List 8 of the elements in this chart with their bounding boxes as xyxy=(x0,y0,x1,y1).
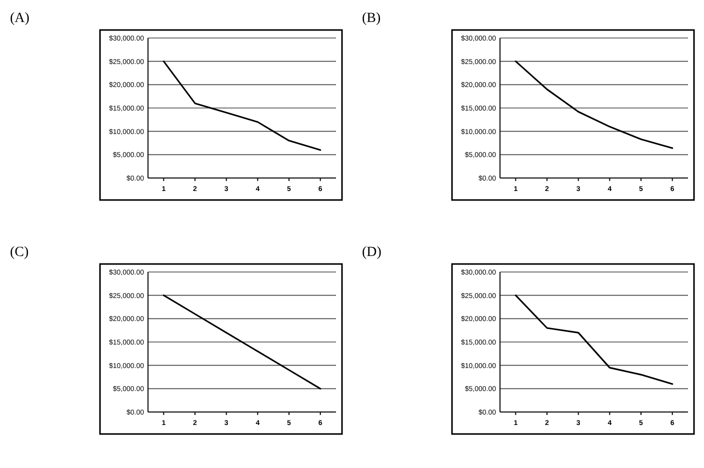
text: (D) xyxy=(362,245,382,260)
text: (A) xyxy=(10,11,30,26)
line-series xyxy=(514,294,674,385)
text: (C) xyxy=(10,245,29,260)
line-series xyxy=(514,60,674,149)
text: (B) xyxy=(362,11,381,26)
line-series xyxy=(162,294,322,390)
line-series xyxy=(162,60,322,151)
